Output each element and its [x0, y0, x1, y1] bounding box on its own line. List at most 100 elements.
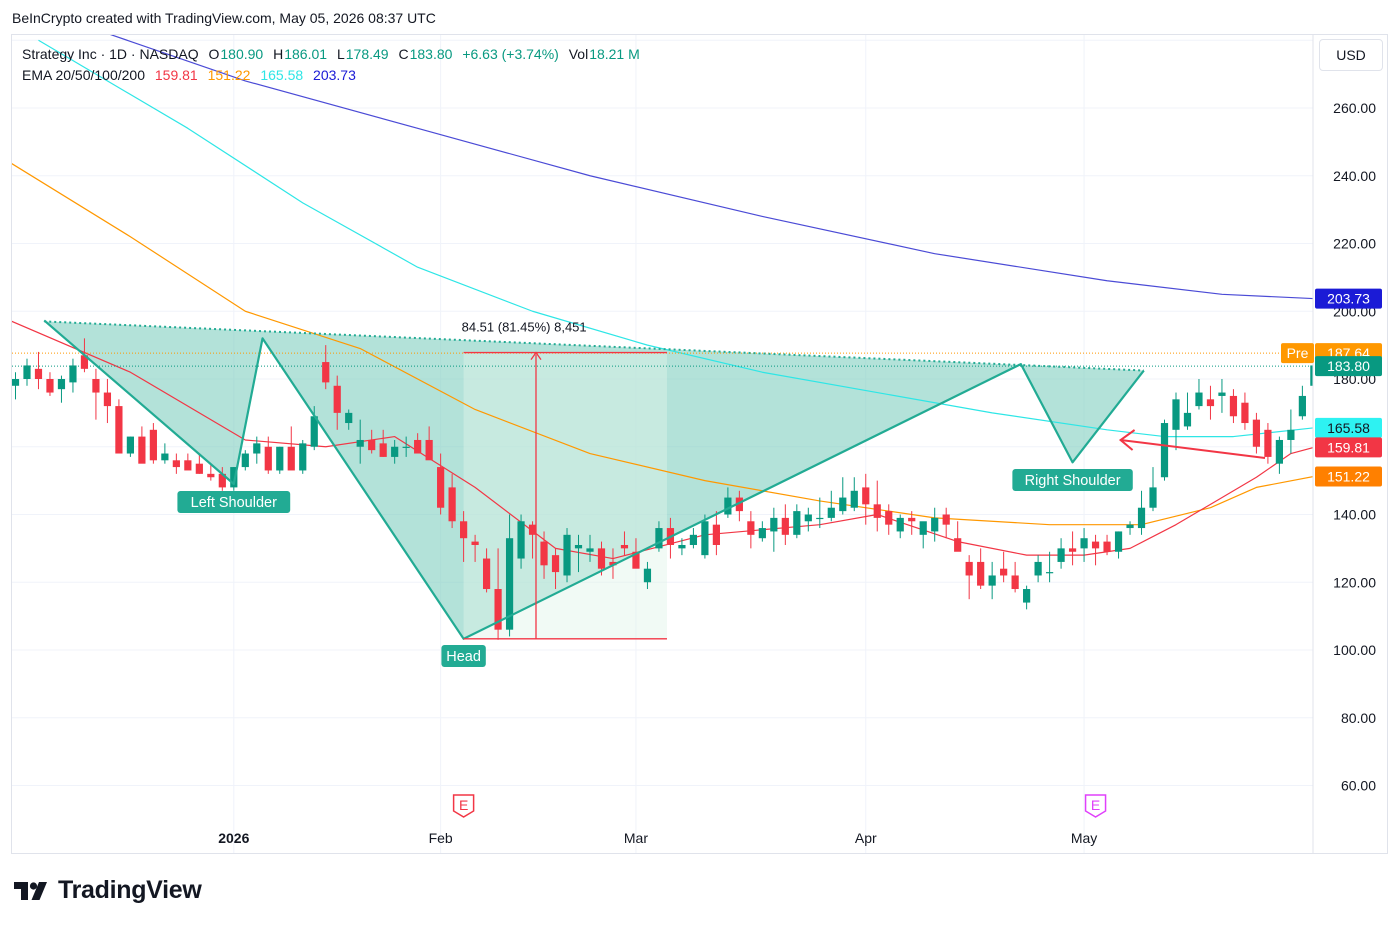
candle	[1149, 467, 1157, 512]
candle-body	[207, 473, 215, 478]
candle	[207, 463, 215, 481]
ema100-value: 165.58	[260, 67, 304, 83]
open-value: 180.90	[220, 46, 264, 62]
candle-body	[333, 385, 341, 413]
candle	[908, 511, 916, 535]
candle-body	[850, 490, 858, 508]
candle	[287, 426, 295, 471]
candle-body	[138, 436, 146, 464]
earnings-marker-label: E	[459, 797, 468, 813]
x-tick-label: Feb	[429, 830, 453, 846]
candle-body	[172, 460, 180, 468]
candle	[437, 453, 445, 515]
candle	[103, 379, 112, 424]
price-axis-label-text: 165.58	[1327, 420, 1370, 436]
candle-body	[184, 460, 192, 471]
candle	[965, 555, 973, 600]
candle-body	[655, 528, 663, 549]
candle	[827, 490, 835, 522]
symbol-title[interactable]: Strategy Inc · 1D · NASDAQ	[22, 46, 199, 62]
candle	[1252, 412, 1261, 454]
price-axis-label-bg	[1315, 288, 1382, 309]
candle-body	[1195, 392, 1203, 407]
price-axis-label: 183.80	[1315, 356, 1382, 377]
x-tick-label: Mar	[624, 830, 648, 846]
candle-body	[1287, 429, 1295, 440]
candle	[574, 534, 583, 573]
x-tick-label: May	[1071, 830, 1097, 846]
candle	[632, 538, 640, 569]
candle	[758, 521, 766, 542]
candle	[942, 507, 950, 539]
candle	[322, 345, 330, 390]
low-value: 178.49	[345, 46, 389, 62]
candle-body	[276, 446, 284, 471]
y-tick-label: 80.00	[1341, 710, 1376, 726]
candle	[368, 429, 376, 454]
annotation-arrow-line	[1120, 439, 1266, 459]
candle-body	[126, 436, 134, 454]
candle-body	[1310, 365, 1313, 386]
candle	[448, 473, 456, 529]
candle	[12, 372, 20, 400]
chart-frame	[11, 34, 1388, 854]
candle-body	[402, 446, 410, 448]
candle	[1298, 385, 1306, 420]
candle-body	[1011, 575, 1019, 590]
x-tick-label: 2026	[218, 830, 249, 846]
price-axis-label-text: 151.22	[1327, 468, 1370, 484]
candle-body	[770, 517, 778, 532]
candle-body	[195, 463, 203, 474]
candle	[1023, 585, 1031, 610]
pattern-fill	[44, 321, 1144, 639]
candle-body	[896, 517, 904, 532]
candle-body	[218, 473, 226, 488]
candle	[919, 521, 927, 549]
candle	[689, 528, 698, 549]
candle	[528, 521, 537, 559]
candle	[414, 433, 422, 454]
candle-body	[712, 524, 720, 545]
y-tick-label: 140.00	[1333, 507, 1376, 523]
ema-label[interactable]: EMA 20/50/100/200	[22, 67, 145, 83]
right-shoulder-label-bg	[1012, 469, 1133, 491]
right-shoulder-label: Right Shoulder	[1025, 473, 1121, 489]
candle-body	[505, 538, 514, 630]
head-label-bg	[441, 645, 486, 667]
candle	[172, 453, 180, 474]
currency-button[interactable]: USD	[1319, 39, 1383, 71]
candle	[586, 534, 594, 562]
x-tick-label: Apr	[855, 830, 877, 846]
measure-box	[463, 352, 667, 639]
candle	[333, 375, 341, 430]
candle-body	[92, 379, 100, 393]
candle-body	[241, 453, 249, 468]
candle-body	[1172, 399, 1180, 430]
candle-body	[1229, 395, 1238, 417]
candle-body	[34, 368, 43, 379]
earnings-marker-shape	[1084, 794, 1107, 818]
candle-body	[988, 575, 996, 586]
price-axis-label: 151.22	[1315, 466, 1382, 487]
candle-body	[1126, 524, 1134, 529]
change-value: +6.63 (+3.74%)	[462, 46, 559, 62]
candle-body	[57, 379, 66, 390]
candle	[977, 548, 985, 590]
candle	[1310, 365, 1313, 386]
open-label: O	[208, 46, 220, 62]
candle	[1000, 551, 1008, 583]
price-axis-label-text: 159.81	[1327, 439, 1370, 455]
candle-body	[701, 521, 709, 556]
price-axis-label-bg	[1315, 356, 1382, 377]
candle-body	[230, 467, 238, 488]
candle	[57, 375, 66, 403]
candle	[609, 548, 617, 579]
candle-body	[482, 558, 491, 590]
y-tick-label: 220.00	[1333, 236, 1376, 252]
candle-body	[1057, 548, 1065, 562]
candle	[954, 521, 962, 552]
candle-body	[873, 504, 881, 518]
candle	[781, 504, 789, 545]
candle	[471, 534, 479, 562]
